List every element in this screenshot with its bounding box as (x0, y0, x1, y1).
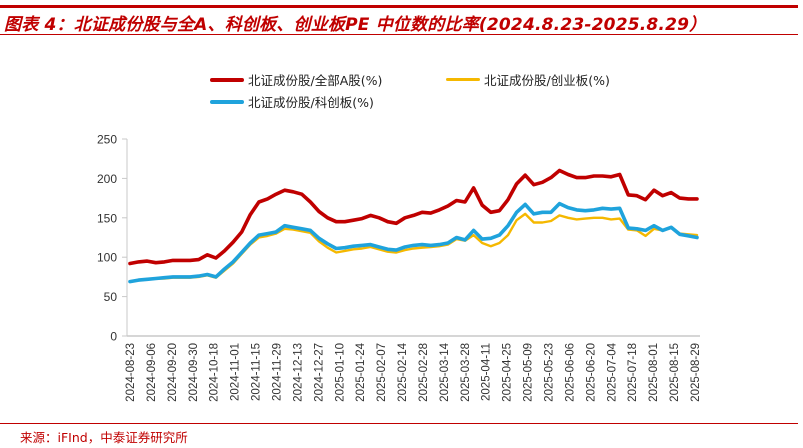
series-line (128, 201, 699, 284)
x-tick-label: 2025-07-04 (606, 342, 618, 401)
x-tick-label: 2024-09-06 (146, 343, 158, 402)
x-tick-label: 2025-02-14 (397, 342, 409, 401)
chart-title: 图表 4：北证成份股与全A、科创板、创业板PE 中位数的比率(2024.8.23… (4, 15, 707, 35)
x-tick-label: 2025-06-06 (564, 343, 576, 402)
x-tick-label: 2025-05-09 (523, 343, 535, 402)
x-tick-label: 2025-08-15 (669, 343, 681, 402)
y-tick-label: 250 (97, 133, 117, 147)
title-top-rule (0, 5, 798, 8)
x-tick-label: 2025-03-14 (439, 342, 451, 401)
y-tick-label: 100 (97, 251, 117, 265)
x-tick-label: 2025-07-18 (627, 343, 639, 402)
legend-swatch-yellow (446, 78, 480, 81)
x-tick-label: 2024-11-01 (230, 343, 242, 401)
x-tick-label: 2024-11-15 (251, 343, 263, 401)
legend-item-all-a: 北证成份股/全部A股(%) (210, 70, 382, 89)
x-tick-label: 2025-05-23 (544, 343, 556, 402)
x-tick-label: 2024-10-18 (209, 343, 221, 402)
x-tick-label: 2025-08-29 (690, 343, 702, 402)
series-lines (128, 168, 699, 284)
series-line (128, 168, 699, 266)
legend-label: 北证成份股/创业板(%) (484, 73, 610, 88)
y-tick-label: 150 (97, 211, 117, 225)
legend-label: 北证成份股/全部A股(%) (248, 73, 383, 88)
legend-item-star: 北证成份股/科创板(%) (210, 92, 374, 111)
x-tick-label: 2025-01-10 (334, 343, 346, 402)
x-tick-label: 2025-04-25 (502, 343, 514, 402)
x-tick-label: 2025-02-07 (376, 343, 388, 402)
x-tick-label: 2025-04-11 (481, 343, 493, 401)
x-tick-label: 2024-08-23 (125, 343, 137, 402)
legend-swatch-blue (210, 99, 244, 104)
x-tick-label: 2025-01-24 (355, 342, 367, 401)
y-axis: 0 50 100 150 200 250 (97, 133, 128, 344)
source-rule (0, 423, 798, 424)
legend-label: 北证成份股/科创板(%) (248, 95, 374, 110)
source-note: 来源：iFInd，中泰证券研究所 (20, 430, 188, 445)
x-tick-label: 2024-11-29 (271, 343, 283, 401)
y-tick-label: 50 (104, 290, 118, 304)
title-bar: 图表 4：北证成份股与全A、科创板、创业板PE 中位数的比率(2024.8.23… (0, 0, 803, 36)
x-tick-label: 2024-12-27 (313, 343, 325, 402)
x-tick-label: 2025-02-28 (418, 343, 430, 402)
x-tick-label: 2025-06-20 (585, 343, 597, 402)
x-tick-label: 2025-03-28 (460, 343, 472, 402)
x-tick-label: 2024-09-20 (167, 343, 179, 402)
title-bottom-rule (0, 34, 798, 35)
x-tick-label: 2024-12-13 (292, 343, 304, 402)
legend-swatch-red (210, 77, 244, 82)
y-tick-label: 200 (97, 172, 117, 186)
legend-item-chinext: 北证成份股/创业板(%) (446, 70, 610, 89)
x-tick-label: 2024-09-30 (188, 343, 200, 402)
x-tick-label: 2025-08-01 (648, 343, 660, 402)
y-tick-label: 0 (110, 330, 117, 344)
series-line (128, 212, 699, 283)
x-axis: 2024-08-23 2024-09-06 2024-09-20 2024-09-30… (125, 335, 702, 402)
